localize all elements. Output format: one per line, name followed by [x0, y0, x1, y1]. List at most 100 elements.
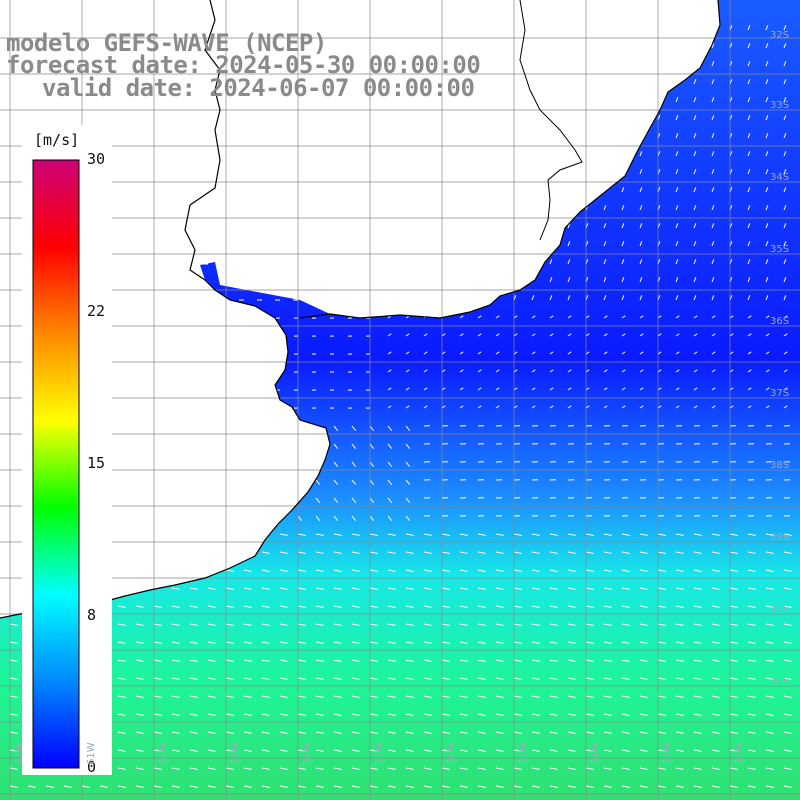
wind-arrow	[387, 461, 393, 468]
wind-arrow	[747, 277, 751, 283]
wind-arrow	[441, 623, 450, 626]
wind-arrow	[621, 277, 625, 283]
wind-arrow	[567, 605, 576, 608]
wind-arrow	[531, 295, 535, 301]
wind-arrow	[747, 351, 752, 355]
wind-arrow	[261, 767, 270, 770]
wind-arrow	[603, 369, 608, 373]
wind-arrow	[513, 623, 522, 626]
wind-arrow	[603, 333, 608, 337]
wind-arrow	[639, 767, 648, 770]
wind-arrow	[243, 713, 252, 716]
wind-arrow	[693, 169, 697, 175]
wind-arrow	[369, 497, 375, 504]
wind-arrow	[729, 695, 738, 698]
wind-arrow	[783, 295, 787, 301]
wind-arrow	[567, 387, 572, 391]
wind-arrow	[585, 695, 594, 698]
wind-arrow	[729, 605, 738, 608]
wind-arrow	[351, 659, 360, 662]
wind-arrow	[639, 387, 644, 391]
wind-arrow	[495, 369, 500, 373]
wind-arrow	[369, 713, 378, 716]
wind-arrow	[621, 551, 630, 554]
wind-arrow	[333, 749, 342, 752]
wind-arrow	[459, 677, 468, 680]
wind-arrow	[675, 151, 679, 157]
wind-arrow	[459, 569, 468, 572]
wind-arrow	[297, 515, 303, 522]
wind-arrow	[585, 677, 594, 680]
wind-arrow	[693, 79, 697, 85]
wind-arrow	[459, 587, 468, 590]
wind-arrow	[711, 767, 720, 770]
wind-arrow	[567, 295, 571, 301]
wind-arrow	[459, 659, 468, 662]
wind-arrow	[621, 187, 625, 193]
wind-arrow	[747, 605, 756, 608]
wind-arrow	[387, 405, 392, 409]
wind-arrow	[315, 605, 324, 608]
wind-arrow	[675, 133, 679, 139]
wind-arrow	[657, 315, 662, 319]
wind-arrow	[333, 785, 342, 788]
wind-arrow	[279, 695, 288, 698]
wind-arrow	[351, 515, 357, 522]
wind-arrow	[315, 515, 321, 522]
model-title: modelo GEFS-WAVE (NCEP)	[6, 29, 327, 57]
wind-arrow	[693, 749, 702, 752]
wind-arrow	[387, 749, 396, 752]
wind-arrow	[423, 749, 432, 752]
latitude-label: 40S	[770, 604, 790, 615]
wind-arrow	[765, 713, 774, 716]
wind-arrow	[315, 767, 324, 770]
wind-arrow	[549, 605, 558, 608]
longitude-label: 58W	[302, 742, 313, 765]
wind-arrow	[225, 587, 234, 590]
wind-arrow	[441, 641, 450, 644]
wind-arrow	[333, 569, 342, 572]
wind-arrow	[27, 785, 36, 788]
wind-arrow	[765, 315, 770, 319]
wind-arrow	[693, 241, 697, 247]
wind-arrow	[585, 623, 594, 626]
wind-arrow	[315, 551, 324, 554]
wind-arrow	[9, 749, 18, 752]
wind-arrow	[333, 515, 339, 522]
wind-arrow	[153, 605, 162, 608]
wind-arrow	[225, 641, 234, 644]
wind-arrow	[765, 587, 774, 590]
wind-arrow	[297, 677, 306, 680]
wind-arrow	[513, 605, 522, 608]
wind-arrow	[603, 713, 612, 716]
wind-arrow	[351, 443, 357, 450]
colorbar-unit: [m/s]	[34, 131, 80, 149]
wind-arrow	[477, 587, 486, 590]
wind-arrow	[567, 713, 576, 716]
wind-arrow	[675, 97, 679, 103]
wind-arrow	[765, 749, 774, 752]
wind-arrow	[567, 623, 576, 626]
wind-arrow	[333, 767, 342, 770]
wind-arrow	[387, 497, 393, 504]
wind-arrow	[603, 351, 608, 355]
wind-arrow	[351, 767, 360, 770]
wind-arrow	[477, 641, 486, 644]
wind-arrow	[783, 659, 792, 662]
wind-arrow	[747, 387, 752, 391]
wind-arrow	[765, 151, 769, 157]
wind-arrow	[477, 731, 486, 734]
wind-arrow	[279, 731, 288, 734]
wind-arrow	[657, 405, 662, 409]
wind-arrow	[765, 241, 769, 247]
wind-arrow	[729, 333, 734, 337]
wind-arrow	[567, 223, 571, 229]
wind-arrow	[243, 569, 252, 572]
wind-arrow	[693, 587, 702, 590]
wind-arrow	[747, 551, 756, 554]
wind-arrow	[243, 749, 252, 752]
wind-arrow	[315, 695, 324, 698]
wind-arrow	[639, 569, 648, 572]
wind-arrow	[765, 731, 774, 734]
wind-arrow	[405, 641, 414, 644]
